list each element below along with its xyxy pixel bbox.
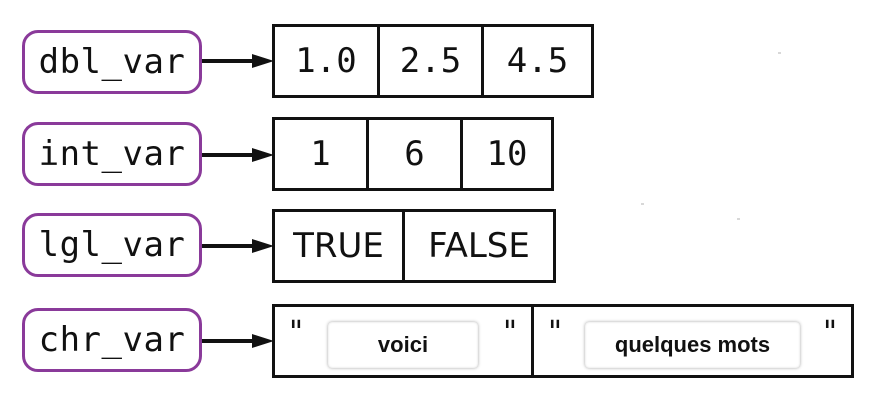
background-speck — [778, 52, 781, 54]
vector-cell: 4.5 — [506, 41, 569, 81]
arrow-icon — [202, 334, 274, 348]
vector-cell: 1.0 — [275, 27, 380, 95]
quote-open: " — [546, 315, 565, 350]
row-chr-var: chr_var " voici " " quelques mots " — [0, 288, 874, 378]
vector-cell: " voici " — [275, 307, 534, 375]
arrow-icon — [202, 148, 274, 162]
row-dbl-var: dbl_var 1.0 2.5 4.5 — [0, 8, 874, 98]
vector-cell: TRUE — [275, 212, 405, 280]
var-name-int: int_var — [22, 122, 202, 186]
row-int-var: int_var 1 6 10 — [0, 100, 874, 191]
arrow-icon — [202, 239, 274, 253]
vector-cell: 6 — [369, 120, 463, 188]
vector-lgl: TRUE FALSE — [272, 209, 556, 283]
vector-dbl: 1.0 2.5 4.5 — [272, 24, 594, 98]
quote-open: " — [287, 315, 306, 350]
arrow-icon — [202, 54, 274, 68]
string-value: voici — [327, 322, 479, 368]
background-speck — [641, 203, 644, 205]
string-value: quelques mots — [584, 322, 801, 368]
vector-cell: " quelques mots " — [534, 307, 851, 375]
quote-close: " — [820, 315, 839, 350]
vector-cell: 2.5 — [380, 27, 484, 95]
vector-cell: 1 — [275, 120, 369, 188]
row-lgl-var: lgl_var TRUE FALSE — [0, 193, 874, 283]
vector-cell: 10 — [486, 134, 528, 174]
quote-close: " — [500, 315, 519, 350]
var-name-chr: chr_var — [22, 308, 202, 372]
vector-int: 1 6 10 — [272, 117, 554, 191]
vector-cell: FALSE — [428, 226, 530, 266]
background-speck — [737, 218, 740, 220]
var-name-dbl: dbl_var — [22, 30, 202, 94]
var-name-lgl: lgl_var — [22, 213, 202, 277]
vector-chr: " voici " " quelques mots " — [272, 304, 854, 378]
